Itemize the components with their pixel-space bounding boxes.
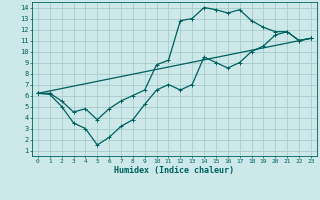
X-axis label: Humidex (Indice chaleur): Humidex (Indice chaleur) xyxy=(115,166,234,175)
